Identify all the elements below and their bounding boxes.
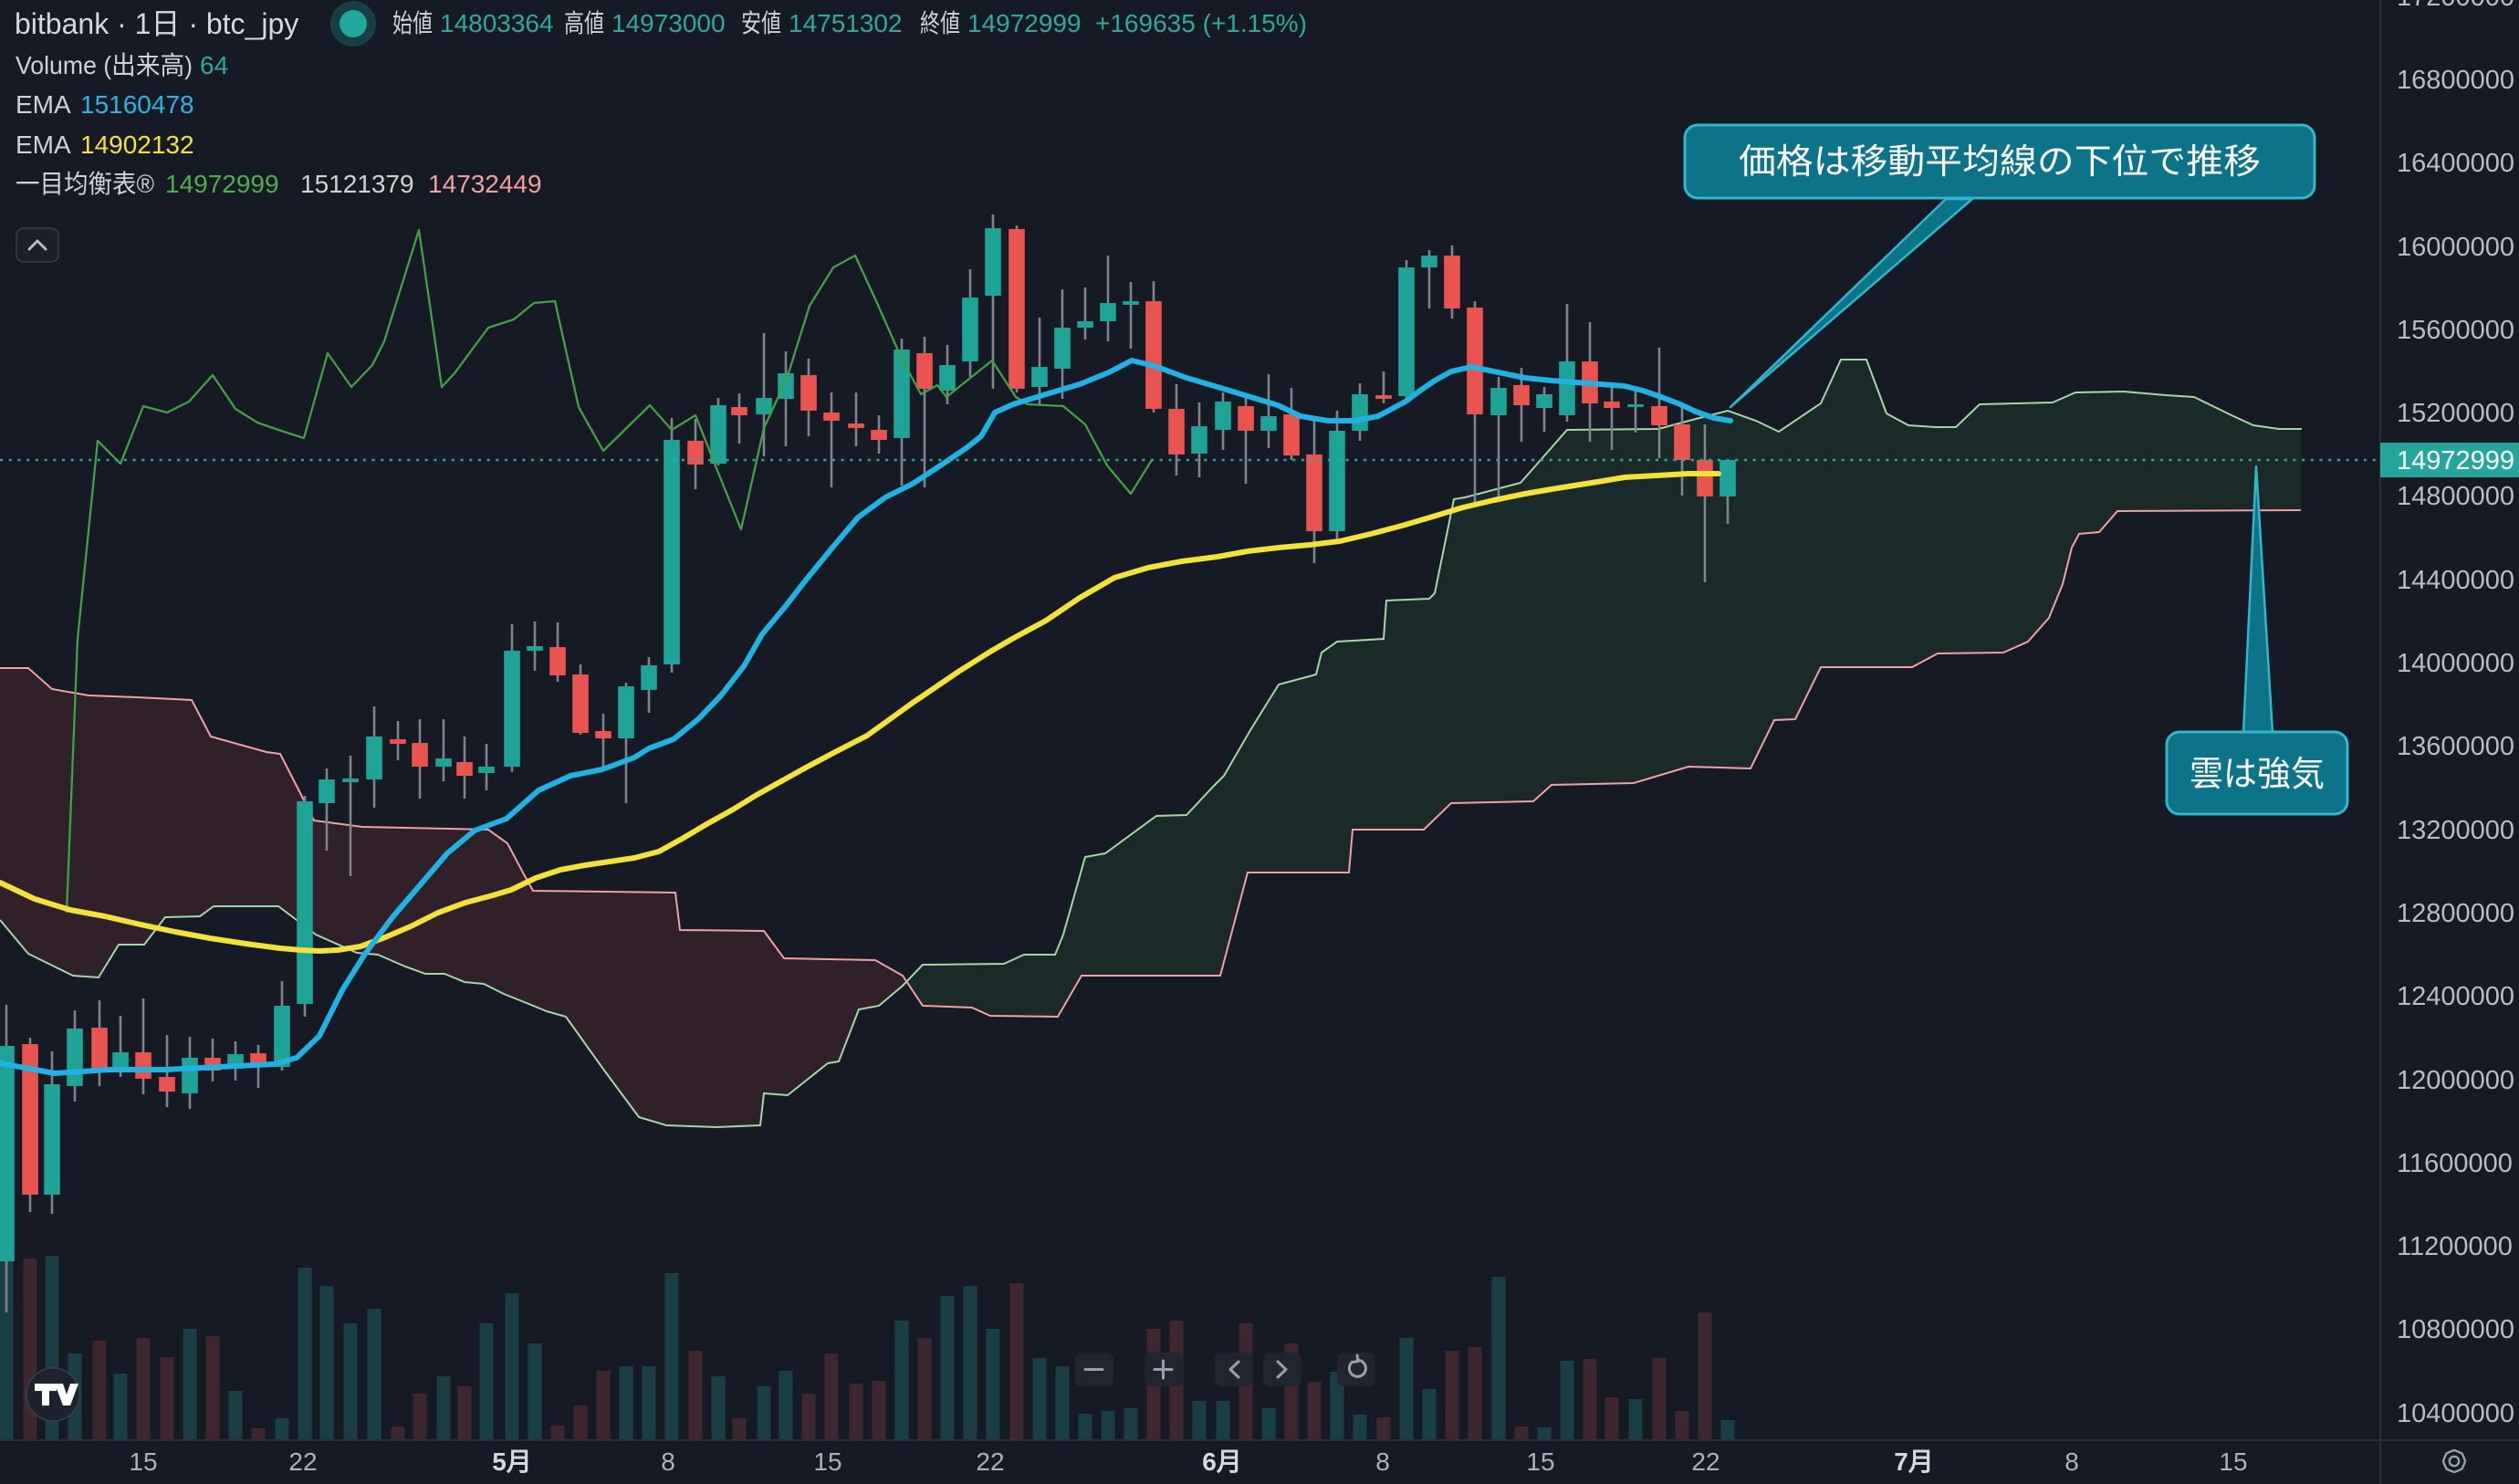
svg-text:12800000: 12800000 <box>2397 899 2514 928</box>
svg-text:13200000: 13200000 <box>2397 816 2514 845</box>
svg-text:安値: 安値 <box>741 9 781 37</box>
svg-text:高値: 高値 <box>564 9 604 37</box>
svg-text:22: 22 <box>976 1447 1004 1476</box>
svg-text:15160478: 15160478 <box>80 90 194 119</box>
svg-text:EMA: EMA <box>16 131 71 159</box>
svg-text:10400000: 10400000 <box>2397 1399 2514 1428</box>
svg-text:7月: 7月 <box>1894 1447 1934 1476</box>
svg-text:12400000: 12400000 <box>2397 982 2514 1011</box>
svg-text:14803364: 14803364 <box>440 9 554 37</box>
svg-text:終値: 終値 <box>920 9 960 37</box>
svg-text:12000000: 12000000 <box>2397 1066 2514 1095</box>
svg-text:5月: 5月 <box>492 1447 532 1476</box>
svg-text:22: 22 <box>288 1447 317 1476</box>
svg-text:Volume (出来高): Volume (出来高) <box>16 51 193 79</box>
svg-text:14751302: 14751302 <box>789 9 903 37</box>
svg-text:14973000: 14973000 <box>611 9 726 37</box>
svg-text:14000000: 14000000 <box>2397 649 2514 678</box>
svg-text:15: 15 <box>1526 1447 1554 1476</box>
svg-text:始値: 始値 <box>392 9 433 37</box>
svg-text:14972999: 14972999 <box>2397 446 2514 476</box>
svg-text:14732449: 14732449 <box>428 170 542 198</box>
svg-text:64: 64 <box>200 51 228 79</box>
svg-text:+169635 (+1.15%): +169635 (+1.15%) <box>1095 9 1307 37</box>
svg-text:14972999: 14972999 <box>967 9 1082 37</box>
svg-text:価格は移動平均線の下位で推移: 価格は移動平均線の下位で推移 <box>1739 143 2261 182</box>
svg-text:15200000: 15200000 <box>2397 399 2514 428</box>
svg-text:15121379: 15121379 <box>300 170 414 198</box>
svg-text:22: 22 <box>1691 1447 1719 1476</box>
svg-text:15: 15 <box>2219 1447 2247 1476</box>
svg-text:16400000: 16400000 <box>2397 149 2514 178</box>
svg-text:10800000: 10800000 <box>2397 1315 2514 1344</box>
svg-text:14902132: 14902132 <box>80 131 194 159</box>
svg-text:17200000: 17200000 <box>2397 0 2514 12</box>
svg-text:8: 8 <box>661 1447 675 1476</box>
svg-text:15: 15 <box>129 1447 157 1476</box>
svg-text:15: 15 <box>813 1447 841 1476</box>
svg-text:14972999: 14972999 <box>165 170 279 198</box>
svg-text:16000000: 16000000 <box>2397 233 2514 262</box>
svg-text:16800000: 16800000 <box>2397 66 2514 95</box>
svg-text:一目均衡表®: 一目均衡表® <box>16 170 154 198</box>
svg-text:13600000: 13600000 <box>2397 732 2514 761</box>
svg-text:11200000: 11200000 <box>2397 1232 2513 1261</box>
svg-text:8: 8 <box>2064 1447 2079 1476</box>
svg-text:15600000: 15600000 <box>2397 316 2514 345</box>
svg-text:14400000: 14400000 <box>2397 566 2514 595</box>
svg-text:EMA: EMA <box>16 90 71 119</box>
svg-text:8: 8 <box>1375 1447 1390 1476</box>
svg-text:14800000: 14800000 <box>2397 482 2514 511</box>
svg-text:11600000: 11600000 <box>2397 1149 2513 1178</box>
svg-text:雲は強気: 雲は強気 <box>2190 756 2325 794</box>
svg-text:6月: 6月 <box>1202 1447 1242 1476</box>
svg-text:bitbank · 1日 · btc_jpy: bitbank · 1日 · btc_jpy <box>15 7 298 40</box>
